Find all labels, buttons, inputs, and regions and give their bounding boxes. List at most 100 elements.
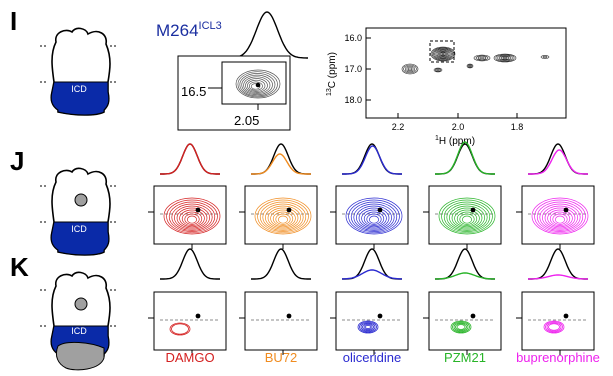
contour-oliceridine [365, 325, 371, 329]
contour-PZM21 [462, 215, 472, 224]
contour-oliceridine [366, 213, 382, 225]
hmqc-x-tick-label: 2.0 [452, 122, 465, 132]
hmqc-ylabel-text: C (ppm) [327, 52, 338, 88]
contour-line [237, 71, 278, 98]
hmqc-peak [473, 54, 491, 62]
hmqc-peak [499, 55, 511, 61]
contour-oliceridine [361, 209, 387, 228]
j-box-oliceridine [335, 185, 409, 245]
hmqc-peak [479, 56, 485, 60]
hmqc-peak [440, 52, 446, 56]
panel-letter-K: K [10, 252, 29, 282]
contour-PZM21 [454, 209, 480, 228]
contour-buprenorphine [547, 209, 573, 228]
j-trace-DAMGO [160, 143, 220, 175]
j-trace-oliceridine [342, 145, 402, 175]
contour-PZM21 [456, 211, 478, 226]
k-trace-black-DAMGO [160, 248, 220, 280]
hmqc-peak [475, 55, 489, 61]
construct-name: M264 [156, 21, 199, 40]
k-box-BU72 [244, 291, 318, 351]
hmqc-peak [437, 50, 449, 58]
icd-label-J: ICD [71, 224, 87, 234]
icd-domain [50, 81, 110, 116]
contour-DAMGO [184, 213, 200, 225]
hmqc-peak [433, 67, 443, 73]
contour-DAMGO [171, 323, 189, 335]
contour-buprenorphine [552, 213, 568, 225]
j-trace-black-oliceridine [342, 143, 402, 175]
j-trace-BU72 [251, 153, 311, 175]
icd-label-I: ICD [71, 84, 87, 94]
k-box-buprenorphine [521, 291, 595, 351]
ligand-label-PZM21: PZM21 [444, 350, 486, 365]
trace-1d-top [226, 11, 308, 59]
contour-oliceridine [350, 201, 398, 232]
contour-BU72 [262, 203, 304, 231]
contour-BU72 [275, 213, 291, 225]
peak-marker [563, 207, 569, 213]
contour-PZM21 [453, 322, 469, 332]
contour-DAMGO [176, 207, 208, 229]
peak-marker [255, 82, 261, 88]
contour-line [243, 76, 271, 94]
ligand-label-buprenorphine: buprenorphine [516, 350, 600, 365]
contour-buprenorphine [548, 323, 560, 331]
hmqc-peak [435, 68, 441, 72]
contour-oliceridine [356, 205, 392, 230]
contour-BU72 [265, 205, 301, 230]
hmqc-peak [408, 67, 412, 71]
contour-PZM21 [446, 203, 488, 231]
contour-BU72 [267, 207, 299, 229]
receptor-I [40, 27, 118, 116]
contour-oliceridine [362, 323, 374, 331]
contour-oliceridine [363, 211, 385, 226]
contour-buprenorphine [534, 199, 586, 234]
contour-line [247, 79, 266, 92]
hmqc-peak [466, 63, 474, 69]
peak-marker [470, 207, 476, 213]
k-box-PZM21 [428, 291, 502, 351]
panel-letter-J: J [10, 146, 24, 176]
hmqc-peak [436, 69, 440, 71]
hmqc-xlabel-iso: 1 [435, 135, 439, 142]
contour-oliceridine [357, 320, 379, 334]
contour-BU72 [272, 211, 294, 226]
j-trace-black-PZM21 [435, 143, 495, 175]
construct-label: M264ICL3 [156, 20, 222, 40]
j-trace-PZM21 [435, 141, 495, 175]
hmqc-y-tick-label: 17.0 [344, 64, 362, 74]
contour-oliceridine [369, 215, 379, 224]
contour-DAMGO [163, 197, 221, 235]
hmqc-peak [467, 64, 473, 68]
hmqc-peak [433, 48, 453, 60]
hmqc-y-tick-label: 16.0 [344, 33, 362, 43]
peak-marker [377, 207, 383, 213]
contour-line [241, 74, 273, 96]
hmqc-peak [434, 48, 452, 60]
ligand-label-oliceridine: oliceridine [343, 350, 402, 365]
hmqc-peak [495, 54, 515, 62]
hmqc-peak [501, 56, 509, 60]
hmqc-ylabel: 13C (ppm) [326, 52, 338, 96]
peak-marker [470, 313, 476, 319]
hmqc-peak [441, 52, 445, 55]
contour-buprenorphine [531, 197, 589, 235]
hmqc-peak [502, 57, 508, 59]
j-box-buprenorphine [521, 185, 595, 245]
contour-buprenorphine [545, 321, 563, 333]
hmqc-y-tick-label: 18.0 [344, 95, 362, 105]
contour-BU72 [278, 215, 288, 224]
contour-oliceridine [360, 322, 376, 332]
contour-PZM21 [452, 321, 470, 333]
icd-label-K: ICD [71, 326, 87, 336]
j-trace-black-DAMGO [160, 143, 220, 175]
contour-line [248, 81, 263, 91]
k-trace-oliceridine [342, 269, 402, 280]
contour-PZM21 [456, 324, 466, 330]
ligand-label-DAMGO: DAMGO [165, 350, 214, 365]
contour-BU72 [259, 201, 307, 232]
j-trace-black-buprenorphine [528, 143, 588, 175]
contour-buprenorphine [542, 205, 578, 230]
contour-DAMGO [171, 203, 213, 231]
